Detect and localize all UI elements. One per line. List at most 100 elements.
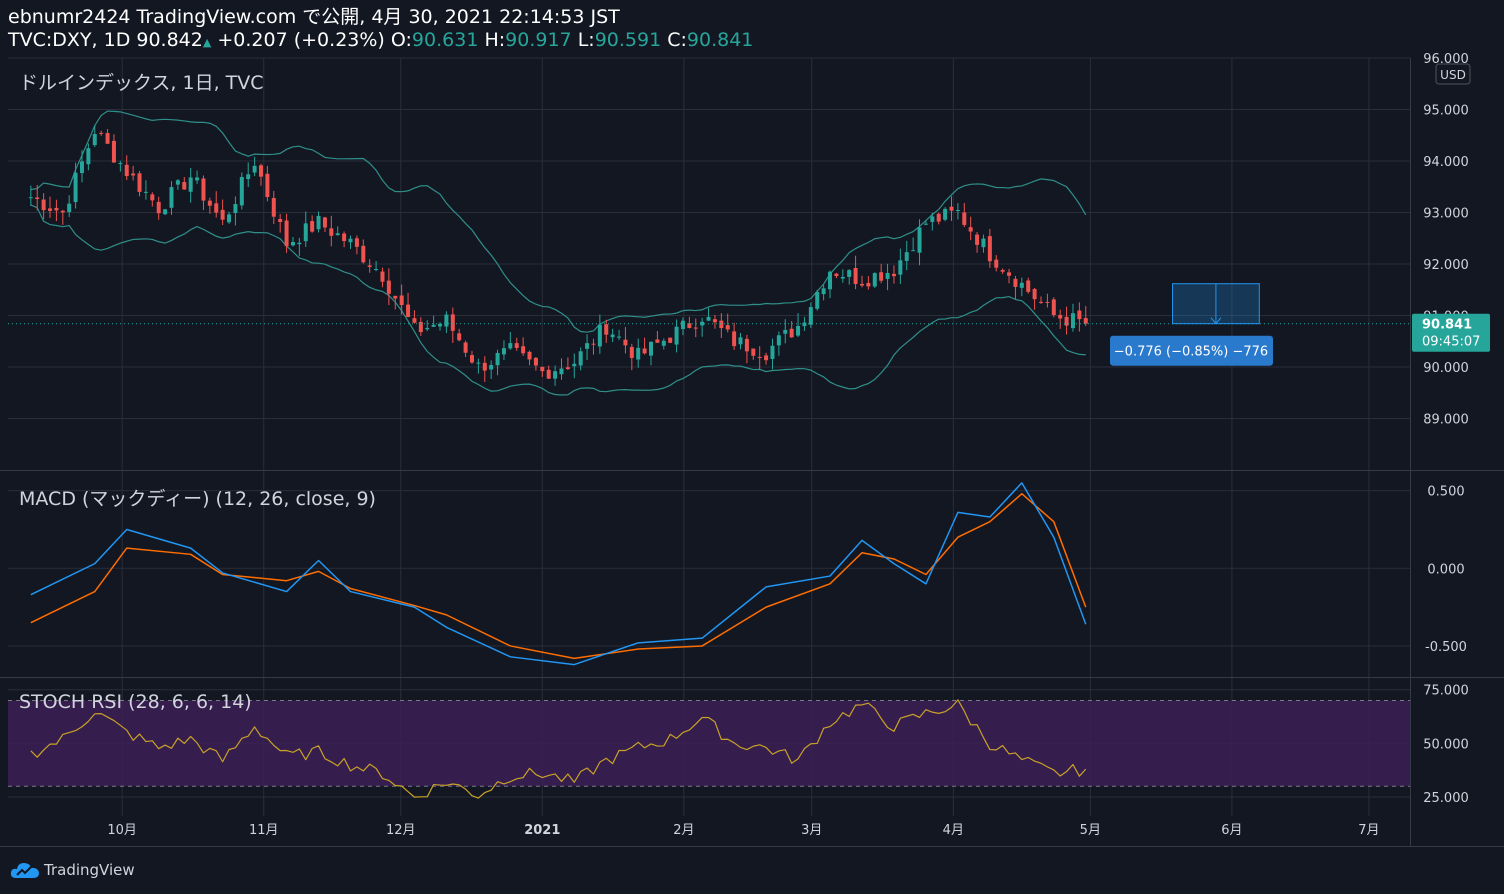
candle: [962, 203, 967, 227]
candle: [604, 319, 609, 343]
candle-body: [617, 336, 622, 338]
candle-body: [687, 323, 692, 328]
logo-text: TradingView: [44, 861, 135, 879]
candle: [1019, 277, 1024, 297]
open-value: 90.631: [411, 29, 479, 51]
y-tick-label: 96.000: [1423, 52, 1469, 67]
last-price-tag-label: 90.841: [1422, 318, 1472, 333]
candle: [457, 328, 462, 342]
candle: [591, 338, 596, 355]
candle-body: [73, 172, 78, 203]
candle: [163, 208, 168, 216]
candle-body: [738, 337, 743, 345]
candle: [348, 235, 353, 249]
x-tick-label: 4月: [943, 823, 964, 838]
candle: [143, 180, 148, 200]
candle-body: [297, 242, 302, 245]
candle-body: [770, 345, 775, 359]
currency-button-bg[interactable]: [1435, 63, 1471, 85]
candle: [859, 275, 864, 288]
candle: [182, 177, 187, 190]
tradingview-logo[interactable]: TradingView: [10, 860, 135, 880]
stoch-panel-title: STOCH RSI (28, 6, 6, 14): [19, 691, 252, 713]
candle-body: [828, 271, 833, 290]
candle-body: [949, 206, 954, 211]
candle-body: [597, 324, 602, 347]
countdown-tag-label: 09:45:07: [1422, 335, 1480, 350]
candle-body: [604, 324, 609, 335]
x-tick-label: 10月: [107, 823, 137, 838]
candle: [776, 331, 781, 356]
macd-line: [30, 482, 1087, 666]
candle: [655, 331, 660, 343]
candle-body: [636, 347, 641, 360]
y-tick-label: 0.000: [1427, 562, 1464, 577]
candle-body: [674, 326, 679, 345]
candle-body: [67, 203, 72, 213]
candle: [482, 356, 487, 383]
candle-body: [450, 314, 455, 331]
candle-body: [303, 223, 308, 242]
candle-body: [911, 250, 916, 252]
x-tick-label: 3月: [801, 823, 822, 838]
candle-body: [757, 356, 762, 358]
candle: [156, 196, 161, 220]
candle: [1032, 287, 1037, 310]
up-arrow-icon: ▲: [202, 36, 212, 49]
last-price-tag: 90.841 09:45:07: [1412, 313, 1490, 352]
y-tick-label: -0.500: [1425, 640, 1467, 655]
candle: [54, 199, 59, 222]
candle: [169, 181, 174, 215]
candle-body: [661, 340, 666, 346]
candle: [834, 272, 839, 279]
candle-body: [693, 327, 698, 329]
x-tick-label: 2月: [673, 823, 694, 838]
candle-body: [342, 233, 347, 242]
candle-body: [585, 343, 590, 349]
candle-body: [92, 133, 97, 146]
candle: [444, 311, 449, 333]
candle-body: [572, 363, 577, 367]
candle-body: [195, 177, 200, 181]
close-label: C:: [667, 29, 687, 51]
y-tick-label: 92.000: [1423, 258, 1469, 273]
candle: [118, 160, 123, 172]
candle-body: [527, 351, 532, 360]
candle-body: [354, 238, 359, 247]
candle: [540, 366, 545, 377]
candle-body: [917, 227, 922, 253]
candle: [386, 268, 391, 306]
candle-body: [79, 161, 84, 174]
candle-body: [124, 164, 129, 177]
x-tick-label: 2021: [524, 823, 560, 838]
candle-body: [725, 325, 730, 330]
candle-body: [214, 203, 219, 213]
candle: [297, 237, 302, 257]
candle-body: [655, 339, 660, 343]
candle: [1045, 293, 1050, 308]
candle-body: [182, 182, 187, 190]
candle-body: [642, 348, 647, 354]
candle-body: [553, 371, 558, 379]
candle: [891, 265, 896, 284]
macd-panel-title: MACD (マックディー) (12, 26, close, 9): [19, 488, 376, 510]
y-tick-label: 50.000: [1423, 737, 1469, 752]
candle: [783, 319, 788, 344]
low-label: L:: [577, 29, 595, 51]
candle-body: [48, 208, 53, 211]
candle: [610, 328, 615, 343]
candle: [1064, 306, 1069, 335]
candle-body: [86, 148, 91, 165]
candle: [629, 343, 634, 371]
candle-body: [764, 355, 769, 361]
currency-button[interactable]: USD: [1435, 63, 1471, 85]
candle: [41, 193, 46, 220]
candle-body: [28, 197, 33, 199]
candle: [508, 331, 513, 350]
candle: [233, 196, 238, 226]
measure-tool[interactable]: −0.776 (−0.85%) −776: [1110, 283, 1273, 366]
candle-body: [885, 272, 890, 279]
candle: [469, 350, 474, 364]
candle-body: [1083, 318, 1088, 324]
